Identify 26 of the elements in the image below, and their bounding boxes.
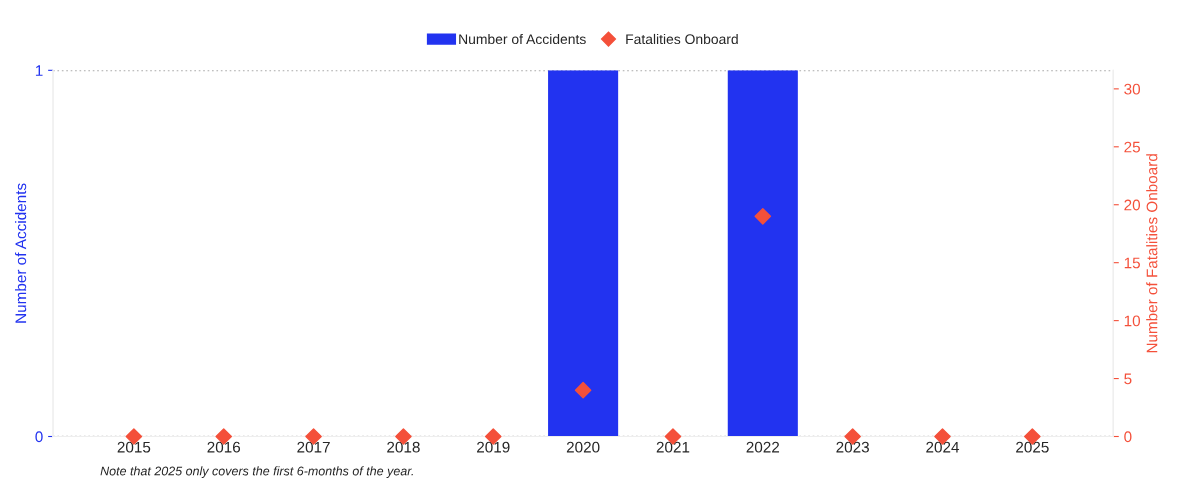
x-tick-label: 2025 [1016,441,1049,453]
x-tick-label: 2022 [746,441,780,453]
x-tick-label: 2017 [297,441,330,453]
y2-tick-label: 20 [1124,199,1141,211]
legend-label: Fatalities Onboard [626,33,738,45]
y2-tick-label: 15 [1124,257,1140,269]
x-tick-label: 2023 [836,441,869,453]
x-tick-label: 2020 [566,441,600,453]
y2-tick-label: 30 [1124,83,1141,95]
y2-axis-title: Number of Fatalities Onboard [1146,154,1158,353]
x-tick-label: 2016 [207,441,241,453]
text: Note that 2025 only covers the first 6-months of the year. [100,466,413,478]
x-tick-label: 2024 [926,441,960,453]
y2-tick-label: 5 [1124,373,1132,385]
x-tick-label: 2018 [387,441,420,453]
x-tick-label: 2019 [477,441,510,453]
x-tick-label: 2021 [656,441,690,453]
legend-label: Number of Accidents [459,33,586,45]
y-tick-label: 1 [35,65,43,76]
y-axis-title: Number of Accidents [14,183,27,323]
y2-tick-label: 25 [1124,141,1140,153]
point [754,208,772,225]
y2-tick-label: 0 [1124,431,1132,443]
y2-tick-label: 10 [1124,315,1141,327]
point [574,381,592,399]
x-tick-label: 2015 [117,441,151,453]
